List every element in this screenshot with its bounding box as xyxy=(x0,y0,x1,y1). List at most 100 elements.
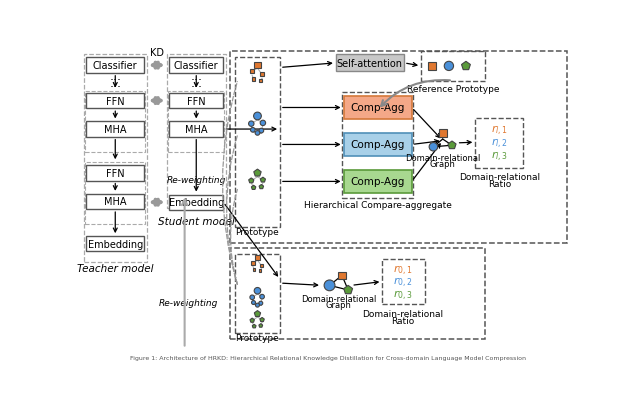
Text: Figure 1: Architecture of HRKD: Hierarchical Relational Knowledge Distillation f: Figure 1: Architecture of HRKD: Hierarch… xyxy=(130,355,526,360)
Circle shape xyxy=(260,121,266,126)
Bar xyxy=(344,171,412,193)
Bar xyxy=(252,262,255,265)
Text: MHA: MHA xyxy=(185,125,207,135)
Bar xyxy=(230,52,566,243)
Circle shape xyxy=(429,143,438,152)
Bar xyxy=(86,194,145,210)
Text: $r_{0,2}$: $r_{0,2}$ xyxy=(394,276,413,290)
Bar xyxy=(86,122,145,137)
Text: $r_{0,3}$: $r_{0,3}$ xyxy=(394,288,413,302)
Circle shape xyxy=(255,303,259,307)
Bar xyxy=(235,254,280,333)
Bar xyxy=(84,55,147,263)
Circle shape xyxy=(260,294,264,299)
Polygon shape xyxy=(254,311,260,317)
Bar xyxy=(169,195,223,210)
Bar xyxy=(252,78,255,81)
Bar xyxy=(344,97,412,120)
Polygon shape xyxy=(252,324,256,328)
Circle shape xyxy=(250,128,255,133)
Text: $r_{l,1}$: $r_{l,1}$ xyxy=(491,124,508,137)
Text: Ratio: Ratio xyxy=(488,180,511,189)
Text: ...: ... xyxy=(190,76,202,89)
Text: Prototype: Prototype xyxy=(236,227,279,236)
Text: Embedding: Embedding xyxy=(88,239,143,249)
Bar xyxy=(428,63,436,71)
Text: Ratio: Ratio xyxy=(392,316,415,325)
Bar xyxy=(259,80,262,83)
Bar xyxy=(382,260,425,304)
Circle shape xyxy=(252,301,255,305)
Circle shape xyxy=(253,113,261,121)
Bar xyxy=(342,93,413,198)
Bar xyxy=(85,163,145,224)
Polygon shape xyxy=(250,318,254,322)
Polygon shape xyxy=(260,318,264,322)
Bar xyxy=(230,249,485,339)
Bar xyxy=(86,236,145,252)
Polygon shape xyxy=(252,186,256,190)
Bar xyxy=(250,70,254,74)
Text: Hierarchical Compare-aggregate: Hierarchical Compare-aggregate xyxy=(303,200,452,209)
Text: Prototype: Prototype xyxy=(236,333,279,342)
Bar xyxy=(259,270,261,272)
Bar xyxy=(421,52,484,81)
Bar xyxy=(255,255,260,261)
Text: Domain-relational: Domain-relational xyxy=(459,173,540,182)
Text: Re-weighting: Re-weighting xyxy=(159,298,218,307)
Circle shape xyxy=(259,301,263,306)
Circle shape xyxy=(254,288,260,294)
Polygon shape xyxy=(249,178,254,183)
Polygon shape xyxy=(254,170,261,177)
Text: Reference Prototype: Reference Prototype xyxy=(406,85,499,94)
Polygon shape xyxy=(461,62,470,70)
Text: FFN: FFN xyxy=(106,169,125,178)
Text: $r_{l,3}$: $r_{l,3}$ xyxy=(491,150,508,164)
Bar xyxy=(260,73,264,77)
Bar xyxy=(86,58,145,74)
Text: $r_{l,2}$: $r_{l,2}$ xyxy=(491,137,508,151)
Text: KD: KD xyxy=(150,48,164,58)
Circle shape xyxy=(324,280,335,291)
Bar xyxy=(85,91,145,153)
Polygon shape xyxy=(259,324,262,328)
Polygon shape xyxy=(260,178,266,182)
Text: FFN: FFN xyxy=(187,97,205,106)
Bar xyxy=(169,94,223,109)
Bar xyxy=(338,272,346,279)
Bar xyxy=(336,55,404,72)
Text: Domain-relational: Domain-relational xyxy=(363,309,444,318)
Text: Re-weighting: Re-weighting xyxy=(166,175,226,184)
Text: Classifier: Classifier xyxy=(174,61,219,71)
Text: Comp-Agg: Comp-Agg xyxy=(351,177,404,187)
Text: Domain-relational: Domain-relational xyxy=(405,154,481,163)
Bar xyxy=(168,91,224,153)
Text: Self-attention: Self-attention xyxy=(337,58,403,69)
Bar xyxy=(235,58,280,227)
Bar xyxy=(169,122,223,137)
Bar xyxy=(476,118,524,168)
Text: ...: ... xyxy=(109,70,121,83)
Polygon shape xyxy=(448,142,456,149)
Polygon shape xyxy=(259,185,264,189)
Text: ...: ... xyxy=(190,70,202,83)
Bar xyxy=(254,63,260,69)
Text: Graph: Graph xyxy=(430,160,456,169)
Text: Comp-Agg: Comp-Agg xyxy=(351,103,404,113)
Text: Teacher model: Teacher model xyxy=(77,264,154,274)
Bar xyxy=(260,264,263,267)
Text: Graph: Graph xyxy=(326,300,352,309)
Text: FFN: FFN xyxy=(106,97,125,106)
Bar xyxy=(439,130,447,137)
Text: Comp-Agg: Comp-Agg xyxy=(351,140,404,150)
Text: $r_{0,1}$: $r_{0,1}$ xyxy=(394,263,413,277)
Text: Student model: Student model xyxy=(158,217,235,227)
Text: MHA: MHA xyxy=(104,125,127,135)
Bar xyxy=(253,268,255,271)
Text: Embedding: Embedding xyxy=(168,198,224,208)
Text: ...: ... xyxy=(109,76,121,89)
Circle shape xyxy=(444,62,454,71)
Circle shape xyxy=(250,295,255,300)
Bar xyxy=(86,166,145,181)
Bar xyxy=(167,55,226,209)
